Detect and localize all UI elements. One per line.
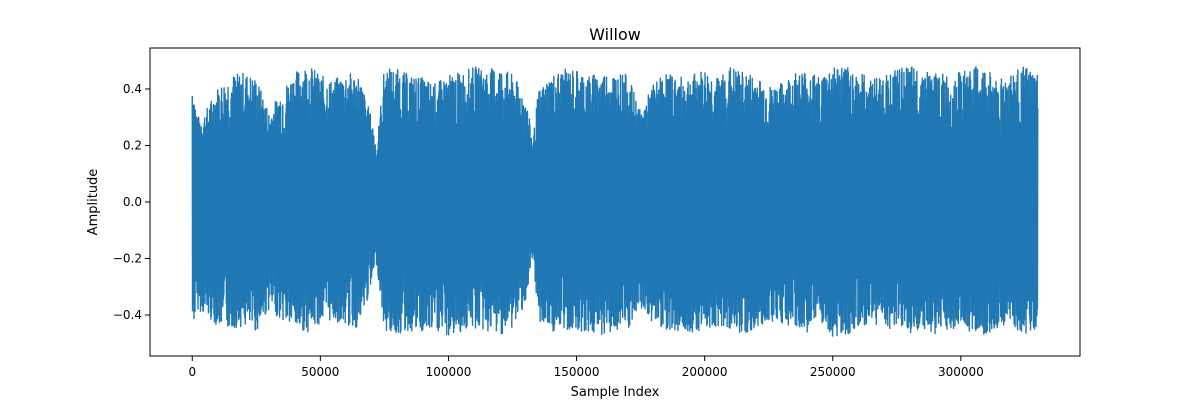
plot-frame bbox=[149, 47, 1081, 357]
y-tick-label: 0.0 bbox=[123, 195, 142, 209]
x-axis-label: Sample Index bbox=[571, 385, 660, 400]
y-tick-label: 0.4 bbox=[123, 82, 142, 96]
plot-area bbox=[191, 66, 1039, 337]
y-tick-label: −0.2 bbox=[113, 252, 142, 266]
x-tick-label: 300000 bbox=[938, 365, 984, 379]
y-tick-label: 0.2 bbox=[123, 138, 142, 152]
y-axis: −0.4 −0.2 0.0 0.2 0.4 bbox=[113, 82, 150, 322]
x-tick-label: 0 bbox=[188, 365, 196, 379]
chart-title: Willow bbox=[589, 25, 641, 44]
waveform-series-line-0 bbox=[191, 66, 1039, 337]
y-tick-label: −0.4 bbox=[113, 308, 142, 322]
x-tick-label: 150000 bbox=[554, 365, 600, 379]
x-tick-label: 100000 bbox=[426, 365, 472, 379]
x-tick-label: 50000 bbox=[301, 365, 339, 379]
x-tick-label: 200000 bbox=[682, 365, 728, 379]
y-axis-label: Amplitude bbox=[86, 169, 101, 236]
x-axis: 0 50000 100000 150000 200000 250000 300000 bbox=[188, 356, 984, 379]
x-tick-label: 250000 bbox=[810, 365, 856, 379]
